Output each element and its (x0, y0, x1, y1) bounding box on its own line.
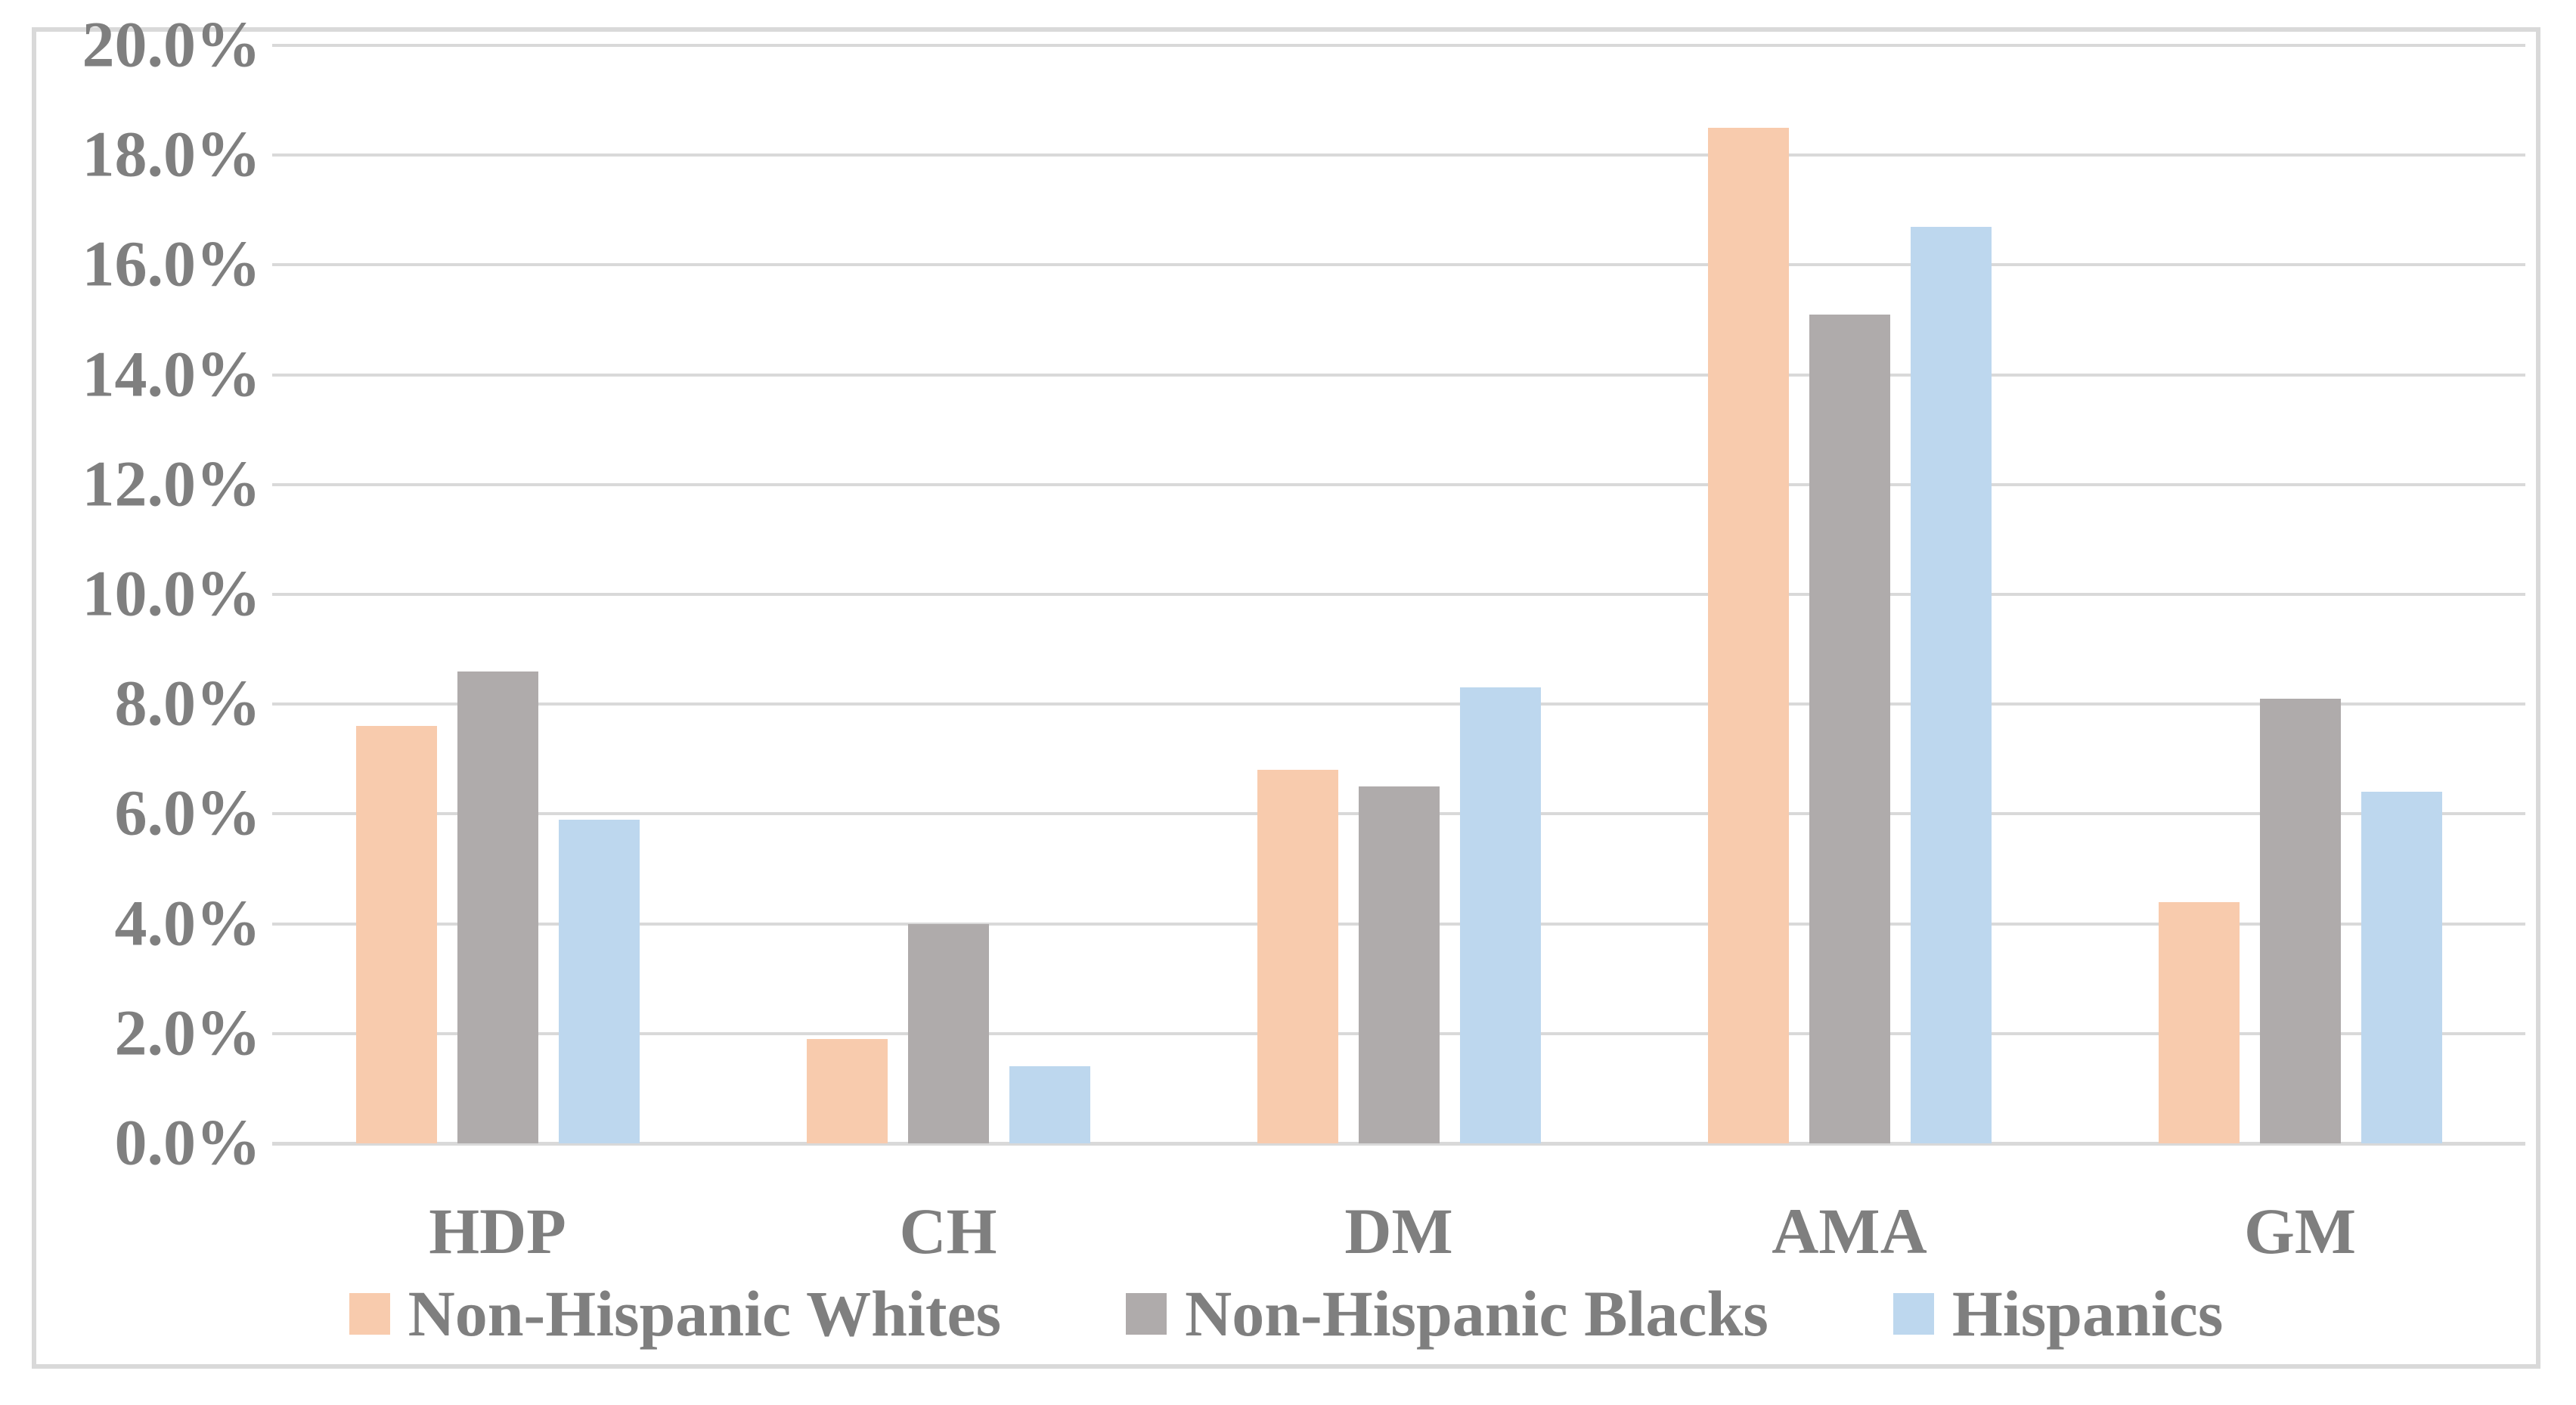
bar-group-dm (1173, 45, 1624, 1143)
bar-ch-non-hispanic-blacks (907, 923, 989, 1143)
legend-label: Hispanics (1951, 1277, 2224, 1350)
bar-gm-non-hispanic-blacks (2259, 698, 2341, 1143)
category-label-ama: AMA (1772, 1195, 1927, 1267)
gridline (272, 593, 2525, 596)
bar-gm-non-hispanic-whites (2158, 901, 2240, 1143)
bar-group-ch (723, 45, 1173, 1143)
category-label-dm: DM (1344, 1195, 1453, 1267)
legend-swatch (1892, 1292, 1934, 1335)
bar-gm-hispanics (2361, 792, 2442, 1143)
gridline (272, 44, 2525, 47)
gridline (272, 482, 2525, 486)
bar-group-hdp (272, 45, 723, 1143)
category-label-gm: GM (2243, 1195, 2357, 1267)
gridline (272, 263, 2525, 267)
plot-area (272, 44, 2525, 1146)
y-tick-label: 14.0% (82, 337, 262, 410)
legend-swatch (349, 1292, 390, 1335)
legend-item-non-hispanic-blacks: Non-Hispanic Blacks (1126, 1281, 1768, 1346)
legend-swatch (1126, 1292, 1167, 1335)
legend-label: Non-Hispanic Whites (408, 1277, 1002, 1350)
y-tick-label: 18.0% (82, 117, 262, 191)
gridline (272, 373, 2525, 377)
legend: Non-Hispanic Whites Non-Hispanic Blacks Hi… (32, 1272, 2540, 1355)
bar-ch-non-hispanic-whites (806, 1039, 888, 1143)
legend-label: Non-Hispanic Blacks (1185, 1277, 1768, 1350)
bar-group-gm (2075, 45, 2525, 1143)
y-tick-label: 4.0% (114, 885, 262, 959)
bar-ama-hispanics (1910, 226, 1992, 1143)
legend-item-non-hispanic-whites: Non-Hispanic Whites (349, 1277, 1002, 1350)
bar-ama-non-hispanic-blacks (1809, 314, 1890, 1143)
bar-ch-hispanics (1009, 1066, 1090, 1143)
bar-ama-non-hispanic-whites (1707, 127, 1789, 1143)
bars-layer (272, 45, 2525, 1143)
gridline (272, 702, 2525, 706)
y-tick-label: 12.0% (82, 447, 262, 520)
gridline (272, 154, 2525, 157)
bar-hdp-hispanics (558, 819, 640, 1143)
bar-hdp-non-hispanic-whites (355, 726, 437, 1143)
x-axis-category-labels: HDP CH DM AMA GM (272, 1186, 2525, 1276)
y-tick-label: 2.0% (114, 996, 262, 1069)
category-label-hdp: HDP (429, 1195, 566, 1267)
bar-group-ama (1624, 45, 2075, 1143)
y-tick-label: 0.0% (114, 1106, 262, 1179)
category-label-ch: CH (899, 1195, 997, 1267)
bar-dm-non-hispanic-whites (1257, 770, 1338, 1143)
y-axis-tick-labels: 20.0% 18.0% 16.0% 14.0% 12.0% 10.0% 8.0% 6.0% 4.… (30, 11, 262, 1174)
bar-hdp-non-hispanic-blacks (457, 671, 538, 1143)
y-tick-label: 8.0% (114, 666, 262, 740)
y-tick-label: 10.0% (82, 557, 262, 630)
bar-dm-non-hispanic-blacks (1358, 786, 1440, 1143)
y-tick-label: 20.0% (82, 8, 262, 81)
y-tick-label: 6.0% (114, 776, 262, 849)
y-tick-label: 16.0% (82, 227, 262, 300)
legend-item-hispanics: Hispanics (1892, 1277, 2224, 1350)
bar-dm-hispanics (1459, 687, 1541, 1143)
x-axis-line (272, 1142, 2525, 1146)
